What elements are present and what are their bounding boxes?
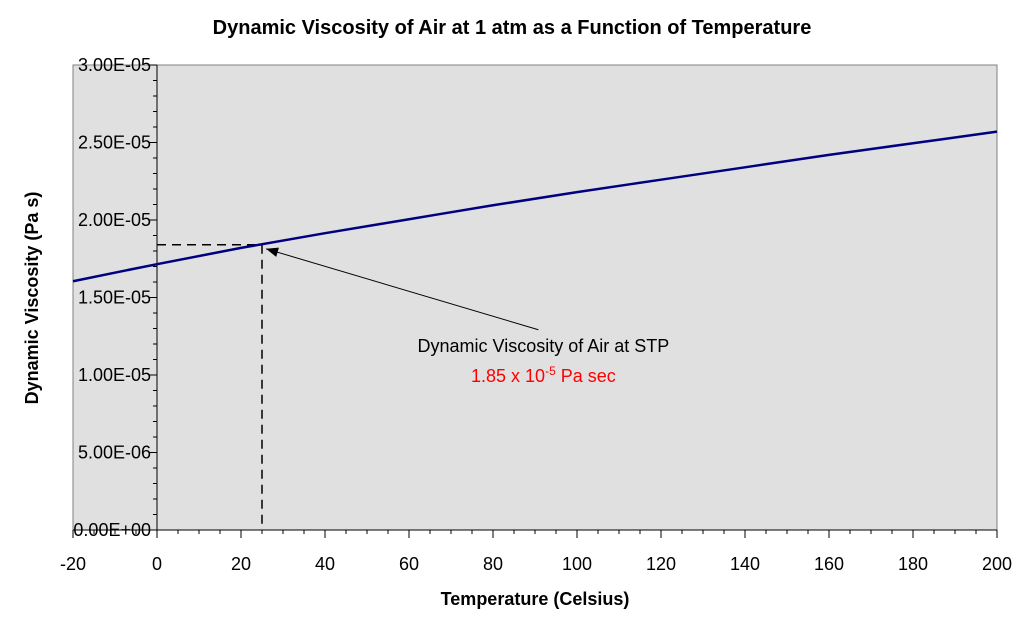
annotation-arrow-head	[266, 247, 279, 257]
x-tick-label: 140	[730, 554, 760, 574]
y-tick-label: 5.00E-06	[78, 443, 151, 463]
x-tick-label: -20	[60, 554, 86, 574]
chart-title: Dynamic Viscosity of Air at 1 atm as a F…	[213, 17, 812, 39]
annotation-value-prefix: 1.85 x 10	[471, 366, 545, 386]
x-tick-label: 100	[562, 554, 592, 574]
x-tick-label: 160	[814, 554, 844, 574]
y-tick-label: 1.00E-05	[78, 365, 151, 385]
annotation-value-suffix: Pa sec	[556, 366, 616, 386]
y-tick-label: 2.00E-05	[78, 210, 151, 230]
annotation-label: Dynamic Viscosity of Air at STP	[418, 336, 670, 356]
x-tick-label: 200	[982, 554, 1012, 574]
annotation-arrow-line	[265, 248, 539, 331]
x-axis-label: Temperature (Celsius)	[441, 589, 630, 609]
y-tick-label: 1.50E-05	[78, 288, 151, 308]
y-tick-label: 3.00E-05	[78, 55, 151, 75]
x-tick-label: 180	[898, 554, 928, 574]
x-tick-label: 20	[231, 554, 251, 574]
plot-area	[72, 64, 998, 531]
x-tick-label: 40	[315, 554, 335, 574]
y-axis-label: Dynamic Viscosity (Pa s)	[22, 192, 42, 405]
x-tick-label: 80	[483, 554, 503, 574]
x-axis-ticks: -20 0 20 40 60 80 100 120 140 160 180 200	[60, 530, 1012, 574]
y-tick-label: 2.50E-05	[78, 133, 151, 153]
x-tick-label: 120	[646, 554, 676, 574]
reference-dashed-lines	[157, 244, 263, 530]
annotation-arrow	[265, 247, 539, 331]
x-tick-label: 60	[399, 554, 419, 574]
x-tick-label: 0	[152, 554, 162, 574]
y-axis-ticks: 0.00E+005.00E-061.00E-051.50E-052.00E-05…	[73, 55, 157, 540]
series-line-viscosity	[72, 130, 998, 283]
annotation-value-exponent: -5	[545, 364, 556, 378]
annotation-value: 1.85 x 10-5 Pa sec	[471, 364, 616, 386]
